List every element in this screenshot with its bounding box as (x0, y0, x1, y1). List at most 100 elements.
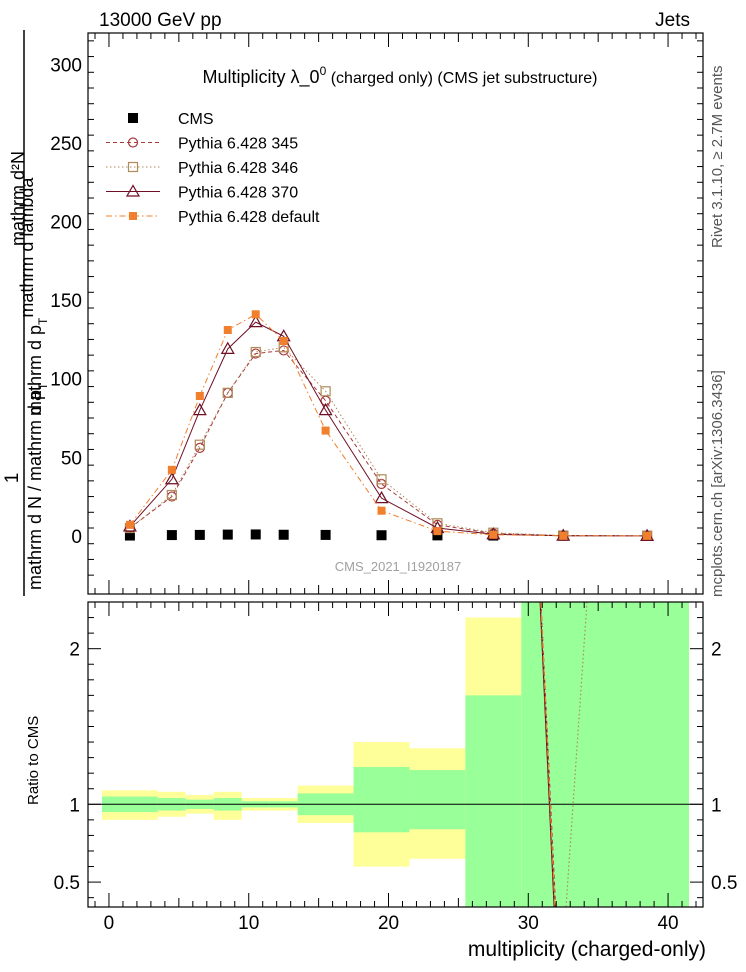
y-label-upper-main: mathrm d p (25, 325, 45, 416)
default-marker (377, 506, 386, 515)
main-plot-frame (87, 32, 704, 595)
cms-data-point (376, 530, 387, 541)
ratio-y-tick-label: 0.5 (54, 873, 80, 894)
default-marker (223, 326, 232, 334)
cms-data-point (320, 529, 331, 540)
x-axis-label: multiplicity (charged-only) (468, 938, 706, 961)
series-line (129, 349, 648, 537)
legend-entry: CMS (128, 111, 214, 128)
default-marker (125, 520, 134, 529)
series-line (129, 313, 648, 537)
x-tick-label: 30 (518, 913, 539, 934)
y-label-lower: mathrm d N / mathrm d pT (25, 382, 50, 590)
analysis-watermark: CMS_2021_I1920187 (335, 559, 462, 574)
legend-label: Pythia 6.428 345 (178, 136, 298, 153)
cms-data-point (166, 530, 177, 541)
main-y-axis-label: 1 mathrm d N / mathrm d pT mathrm d pTma… (2, 30, 50, 596)
square-marker (250, 346, 261, 358)
ratio-band-inner (353, 766, 410, 833)
series-line (129, 321, 648, 537)
mcplots-label: mcplots.cern.ch [arXiv:1306.3436] (709, 370, 726, 597)
series-2 (124, 342, 653, 541)
series-4 (125, 310, 652, 540)
legend-label: Pythia 6.428 346 (178, 160, 298, 177)
y-label-lower-main: mathrm d N / mathrm d p (25, 390, 45, 590)
y-tick-label: 250 (50, 134, 82, 155)
ratio-y-tick-label-right: 1 (711, 795, 722, 816)
ratio-y-tick-label: 2 (69, 640, 80, 661)
default-marker (251, 310, 260, 319)
cms-data-point (124, 530, 135, 541)
ratio-y-axis-label: Ratio to CMS (25, 716, 42, 805)
triangle-marker (192, 402, 207, 416)
plot-title-main: Multiplicity λ_0 (203, 67, 320, 88)
series-3 (122, 314, 655, 541)
ratio-y-tick-label-right: 2 (711, 640, 722, 661)
triangle-marker (125, 184, 141, 197)
y-tick-label: 50 (61, 448, 82, 469)
default-marker (279, 337, 288, 345)
cms-data-point (250, 529, 261, 540)
triangle-marker (248, 314, 263, 328)
triangle-marker (318, 402, 333, 416)
default-marker (643, 531, 652, 540)
x-tick-label: 10 (238, 913, 259, 934)
triangle-marker (374, 490, 389, 504)
legend-entry: Pythia 6.428 346 (106, 160, 298, 177)
x-tick-label: 20 (378, 913, 399, 934)
y-label-upper-rest: mathrm d lambda (17, 177, 37, 318)
plot-title-superscript: 0 (320, 64, 327, 78)
cms-data-point (432, 530, 443, 541)
y-label-lower-sub: T (36, 382, 50, 390)
x-tick-label: 40 (657, 913, 678, 934)
square-marker (166, 489, 177, 501)
rivet-version-label: Rivet 3.1.10, ≥ 2.7M events (709, 66, 726, 249)
ratio-band-inner (521, 602, 690, 907)
square-marker (194, 439, 205, 450)
default-marker (489, 530, 498, 539)
default-marker (195, 392, 204, 400)
legend-entry: Pythia 6.428 345 (106, 136, 298, 153)
default-marker (129, 212, 137, 220)
triangle-marker (220, 341, 235, 354)
ratio-band-inner (465, 695, 522, 907)
ratio-line (565, 601, 588, 908)
y-tick-label: 150 (50, 291, 82, 312)
square-marker (376, 474, 387, 485)
y-tick-label: 200 (50, 213, 82, 234)
legend: CMS Pythia 6.428 345 Pythia 6.428 346 Pythi… (106, 111, 320, 226)
default-marker (559, 531, 568, 540)
ratio-line (539, 601, 555, 908)
default-marker (433, 527, 442, 536)
square-marker (320, 386, 331, 397)
x-tick-label: 0 (104, 913, 115, 934)
y-label-one: 1 (2, 473, 23, 484)
series-line (129, 346, 648, 537)
ratio-plot-frame (87, 601, 704, 908)
cms-data-point (222, 529, 233, 540)
ratio-y-tick-label: 1 (69, 795, 80, 816)
ratio-plot: 0.5 0.51 12 20 10 20 30 40 (54, 601, 737, 934)
triangle-marker (164, 472, 179, 485)
ratio-line (540, 601, 556, 908)
plot-title: Multiplicity λ_00 (charged only) (CMS je… (203, 64, 598, 88)
y-label-upper: mathrm d pTmathrm d lambda (17, 177, 50, 416)
y-label-upper-sub: T (36, 317, 50, 325)
y-tick-label: 300 (50, 55, 82, 76)
header-energy-label: 13000 GeV pp (99, 10, 222, 31)
square-marker (127, 161, 139, 173)
default-marker (321, 426, 330, 435)
legend-label: Pythia 6.428 default (178, 209, 320, 226)
circle-marker (127, 137, 139, 148)
legend-entry: Pythia 6.428 370 (106, 184, 298, 202)
ratio-y-tick-label-right: 0.5 (711, 873, 737, 894)
cms-data-point (194, 529, 205, 540)
default-marker (167, 465, 176, 474)
ratio-band-inner (409, 770, 466, 830)
plot-title-rest: (charged only) (CMS jet substructure) (326, 70, 597, 87)
main-plot: 0 50 100 150 200 250 300 Multiplicity λ_00 (ch… (50, 32, 704, 595)
y-tick-label: 100 (50, 370, 82, 391)
cms-data-point (128, 113, 138, 123)
cms-data-point (278, 529, 289, 540)
